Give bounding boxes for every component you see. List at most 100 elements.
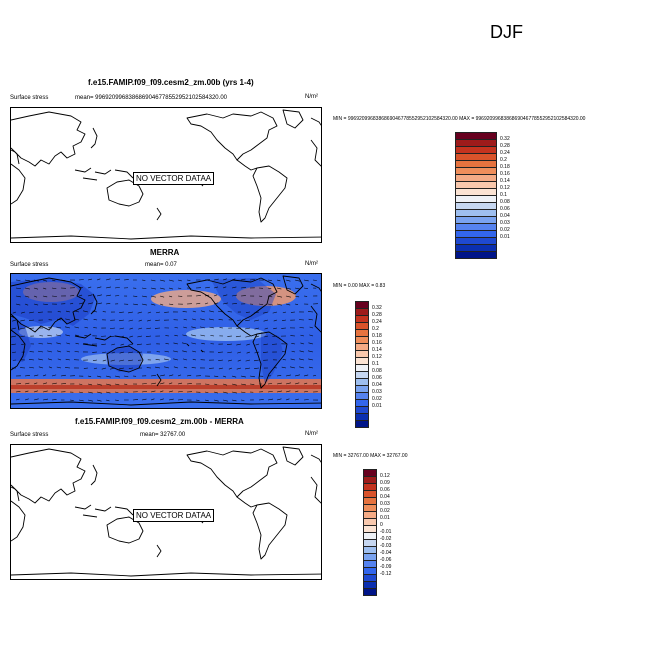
stress-vector [222,286,227,289]
stress-vector [42,398,49,401]
stress-vector [119,327,125,330]
stress-vector [33,382,38,385]
stress-vector [222,383,228,386]
stress-vector [65,310,71,313]
stress-vector [48,327,53,329]
stress-vector [204,302,209,305]
stress-vector [75,342,80,345]
colorbar-label: 0.02 [500,227,510,233]
stress-vector [236,343,242,346]
stress-vector [246,343,251,346]
stress-vector [64,326,71,329]
stress-vector [294,382,300,385]
stress-vector [102,359,107,362]
stress-vector [285,295,291,298]
stress-vector [177,279,182,282]
stress-vector [276,295,283,298]
stress-vector [150,279,156,282]
stress-vector [56,366,62,369]
colorbar-label: 0.01 [380,515,390,521]
stress-vector [192,318,197,321]
stress-vector [291,343,296,345]
stress-vector [201,351,206,353]
stress-vector [105,286,112,289]
stress-vector [240,375,246,378]
stress-vector [147,319,152,322]
stress-vector [93,319,98,321]
stress-vector [118,359,125,362]
stress-vector [204,286,210,289]
stress-vector [244,327,251,330]
stress-vector [15,279,21,281]
stress-vector [168,279,174,282]
stress-vector [24,382,30,385]
stress-vector [159,295,165,298]
stress-vector [231,303,237,305]
stress-vector [83,318,89,321]
stress-vector [183,318,188,321]
stress-vector [267,398,274,401]
stress-vector [264,327,269,330]
colorbar-label: 0.02 [380,508,390,514]
stress-vector [105,278,111,281]
stress-vector [51,279,56,282]
panel1-left-label: Surface stress [10,95,49,101]
stress-vector [51,287,57,290]
stress-vector [137,335,143,338]
stress-vector [65,318,71,321]
stress-vector [246,351,251,354]
stress-vector [57,318,62,321]
colorbar-label: 0.16 [500,171,510,177]
colorbar-label: 0.04 [380,494,390,500]
stress-vector [57,358,62,361]
stress-vector [163,358,170,361]
colorbar-label: 0.32 [372,305,382,311]
stress-vector [141,303,147,306]
stress-vector [141,390,148,393]
panel1-minmax: MIN = 9969209968386869046778552952102584… [333,116,586,122]
stress-vector [218,359,224,361]
stress-vector [177,382,183,385]
stress-vector [263,343,269,346]
stress-vector [24,375,30,377]
stress-vector [303,374,309,377]
colorbar-label: 0.06 [372,375,382,381]
stress-vectors [11,278,318,402]
colorbar-label: 0.12 [380,473,390,479]
stress-vector [186,383,192,385]
stress-vector [192,350,197,353]
stress-vector [105,302,111,305]
stress-vector [294,390,299,393]
colorbar-label: 0.03 [500,220,510,226]
stress-vector [84,326,89,329]
stress-vector [285,287,292,290]
stress-vector [150,374,156,377]
stress-vector [150,382,157,385]
colorbar-label: 0.04 [372,382,382,388]
stress-vector [128,367,134,369]
stress-vector [46,342,53,345]
stress-vector [254,367,260,369]
stress-vector [119,367,125,370]
stress-vector [15,287,21,290]
stress-vector [254,311,260,314]
stress-vector [183,366,188,369]
stress-vector [177,287,182,290]
stress-vector [164,366,170,369]
stress-vector [200,334,206,337]
stress-vector [236,327,242,329]
stress-vector [294,279,301,282]
panel3-units: N/m² [305,431,318,437]
stress-vector [165,343,170,345]
colorbar-label: 0.32 [500,136,510,142]
stress-vector [159,279,166,282]
stress-vector [123,383,128,385]
colorbar-label: 0.14 [372,347,382,353]
colorbar-label: 0.02 [372,396,382,402]
stress-vector [87,383,93,386]
colorbar-label: 0.04 [500,213,510,219]
stress-vector [84,335,89,337]
stress-vector [47,334,53,337]
colorbar-label: -0.12 [380,571,392,577]
stress-vector [222,294,228,297]
